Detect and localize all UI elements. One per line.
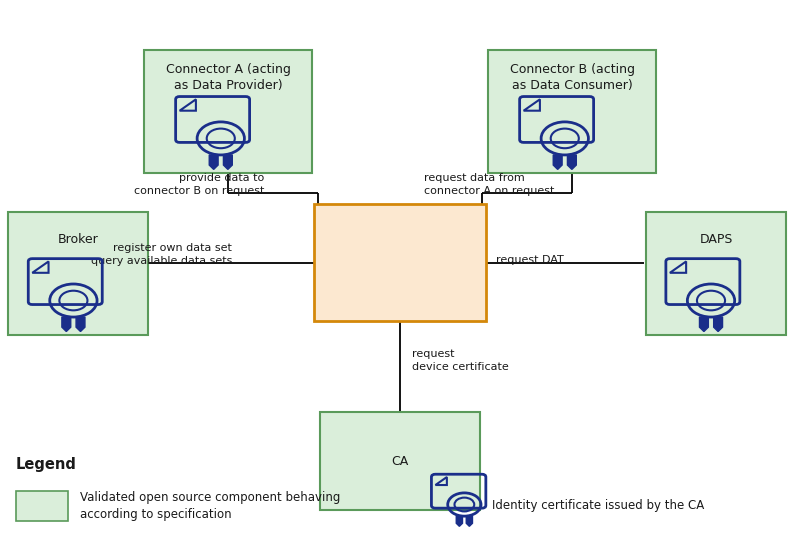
Text: provide data to
connector B on request: provide data to connector B on request <box>134 173 264 196</box>
Text: Identity certificate issued by the CA: Identity certificate issued by the CA <box>492 499 704 513</box>
FancyBboxPatch shape <box>488 50 656 173</box>
FancyBboxPatch shape <box>314 204 486 321</box>
Polygon shape <box>210 155 218 169</box>
Text: Broker: Broker <box>58 233 98 246</box>
Polygon shape <box>466 516 473 527</box>
Polygon shape <box>456 516 462 527</box>
Text: request DAT: request DAT <box>496 255 564 265</box>
Text: Connector B (acting
as Data Consumer): Connector B (acting as Data Consumer) <box>510 63 634 92</box>
FancyBboxPatch shape <box>320 413 480 510</box>
FancyBboxPatch shape <box>16 491 68 521</box>
Polygon shape <box>554 155 562 169</box>
Text: DAPS: DAPS <box>699 233 733 246</box>
Text: request data from
connector A on request: request data from connector A on request <box>424 173 554 196</box>
Text: Validated open source component behaving
according to specification: Validated open source component behaving… <box>80 491 340 520</box>
FancyBboxPatch shape <box>144 50 312 173</box>
Text: CA: CA <box>391 454 409 468</box>
Polygon shape <box>76 317 85 331</box>
Polygon shape <box>699 317 708 331</box>
Polygon shape <box>714 317 722 331</box>
Polygon shape <box>567 155 576 169</box>
Text: Connector A (acting
as Data Provider): Connector A (acting as Data Provider) <box>166 63 290 92</box>
Polygon shape <box>223 155 232 169</box>
Text: Legend: Legend <box>16 457 77 472</box>
Text: register own data set
query available data sets: register own data set query available da… <box>90 243 232 266</box>
FancyBboxPatch shape <box>9 212 149 335</box>
Text: request
device certificate: request device certificate <box>412 349 509 372</box>
Polygon shape <box>62 317 70 331</box>
FancyBboxPatch shape <box>646 212 786 335</box>
